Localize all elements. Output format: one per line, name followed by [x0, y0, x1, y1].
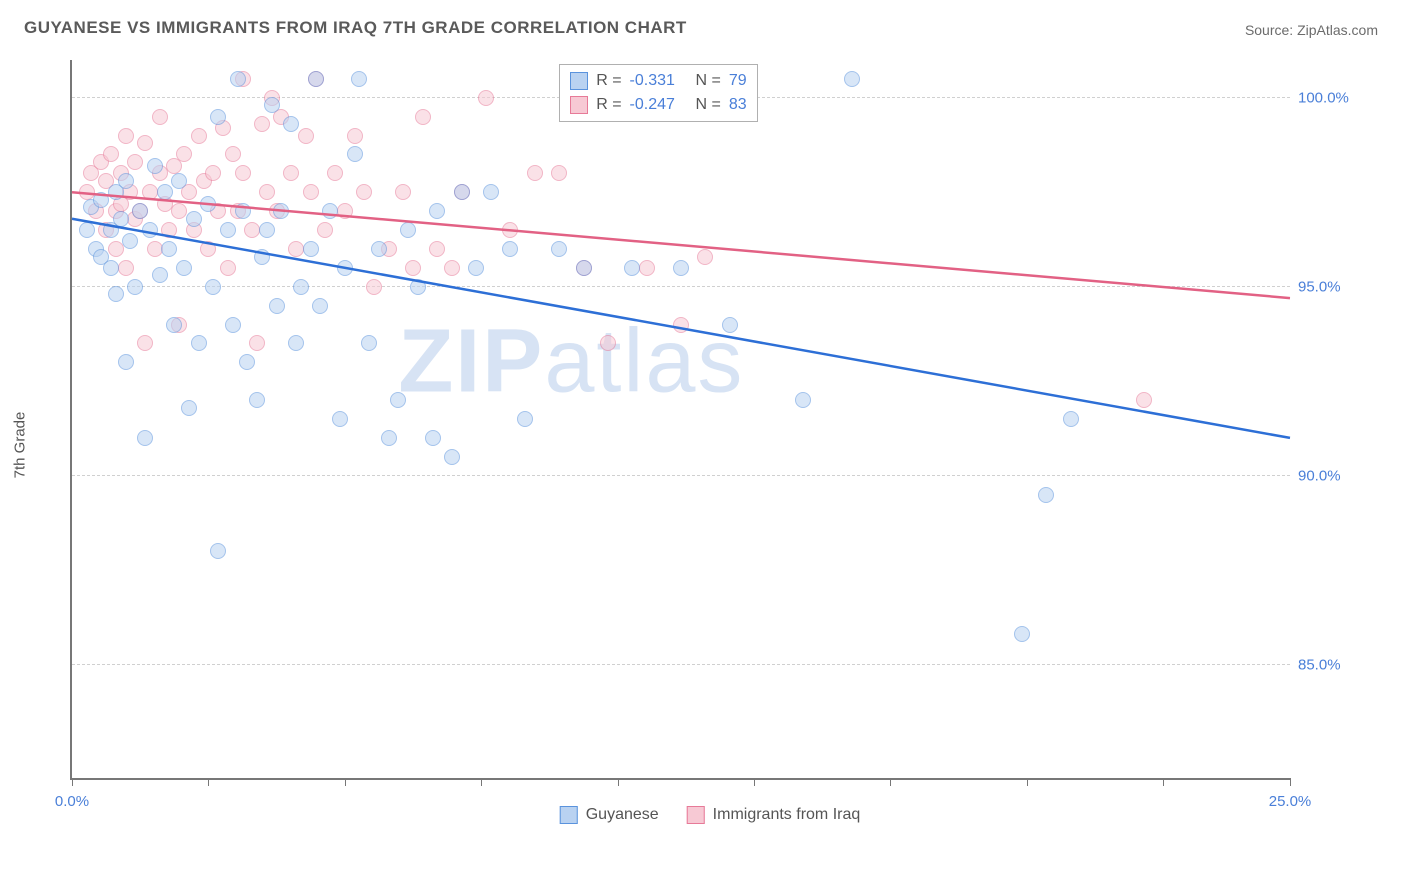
x-tick [481, 778, 482, 786]
legend-label: Guyanese [586, 806, 659, 824]
r-label: R = [596, 93, 621, 117]
trend-line [72, 192, 1290, 298]
legend-item: Immigrants from Iraq [687, 806, 861, 824]
trend-lines [72, 60, 1290, 778]
x-tick [1163, 778, 1164, 786]
x-tick-label: 0.0% [55, 793, 89, 810]
y-tick-label: 85.0% [1298, 656, 1362, 673]
y-tick-label: 100.0% [1298, 89, 1362, 106]
x-tick [754, 778, 755, 786]
y-tick-label: 90.0% [1298, 467, 1362, 484]
stats-legend-row: R = -0.331 N = 79 [570, 69, 746, 93]
plot-area: ZIPatlas 85.0%90.0%95.0%100.0%0.0%25.0%R… [70, 60, 1290, 780]
stats-legend-row: R = -0.247 N = 83 [570, 93, 746, 117]
legend-swatch [687, 806, 705, 824]
x-tick [618, 778, 619, 786]
x-tick [890, 778, 891, 786]
n-label: N = [696, 69, 721, 93]
source-prefix: Source: [1245, 22, 1297, 38]
x-tick [72, 778, 73, 786]
source-name: ZipAtlas.com [1297, 22, 1378, 38]
x-tick [208, 778, 209, 786]
y-axis-label: 7th Grade [12, 412, 29, 479]
r-label: R = [596, 69, 621, 93]
r-value: -0.331 [630, 69, 688, 93]
bottom-legend: Guyanese Immigrants from Iraq [560, 806, 861, 824]
stats-legend: R = -0.331 N = 79 R = -0.247 N = 83 [559, 64, 757, 122]
x-tick-label: 25.0% [1269, 793, 1312, 810]
legend-swatch [560, 806, 578, 824]
legend-swatch [570, 72, 588, 90]
r-value: -0.247 [630, 93, 688, 117]
chart-container: 7th Grade ZIPatlas 85.0%90.0%95.0%100.0%… [50, 60, 1370, 830]
x-tick [1290, 778, 1291, 786]
n-value: 79 [729, 69, 747, 93]
y-tick-label: 95.0% [1298, 278, 1362, 295]
n-label: N = [696, 93, 721, 117]
trend-line [72, 219, 1290, 438]
source-label: Source: ZipAtlas.com [1245, 22, 1378, 38]
n-value: 83 [729, 93, 747, 117]
legend-item: Guyanese [560, 806, 659, 824]
legend-label: Immigrants from Iraq [713, 806, 861, 824]
legend-swatch [570, 96, 588, 114]
x-tick [345, 778, 346, 786]
x-tick [1027, 778, 1028, 786]
chart-title: GUYANESE VS IMMIGRANTS FROM IRAQ 7TH GRA… [24, 18, 687, 38]
